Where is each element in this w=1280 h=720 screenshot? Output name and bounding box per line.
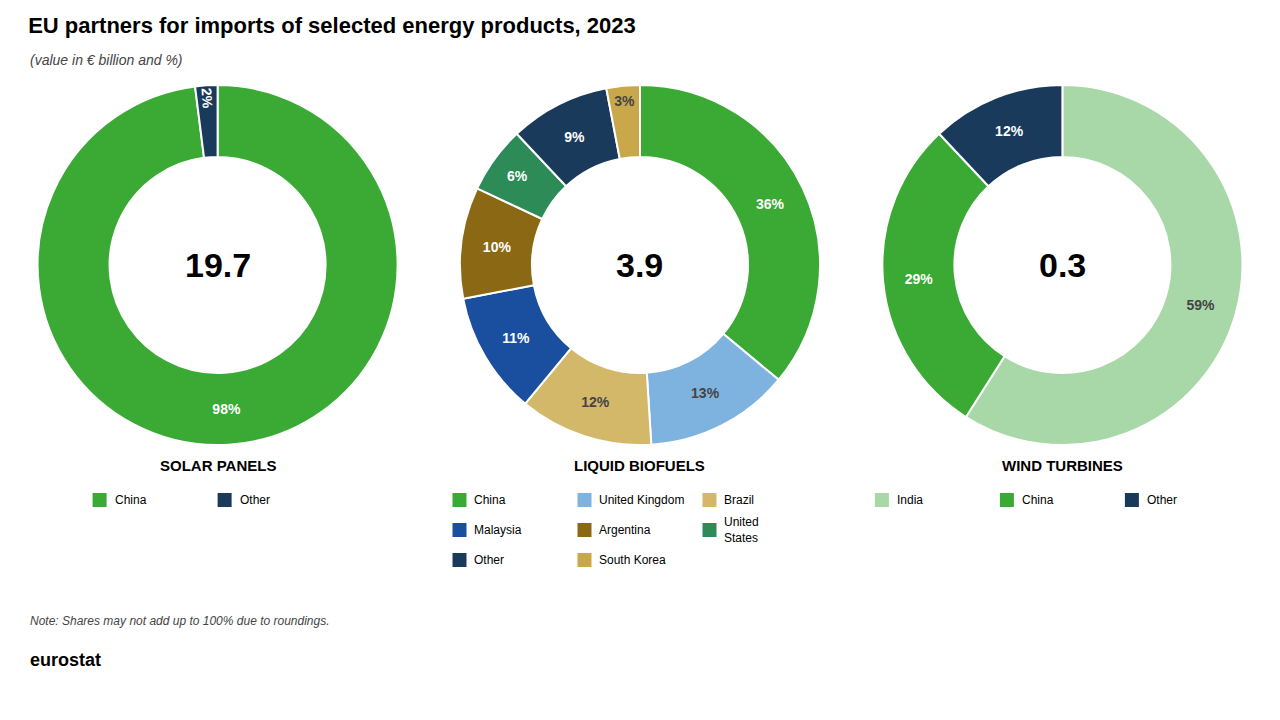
svg-text:Other: Other (240, 493, 270, 507)
svg-text:29%: 29% (905, 271, 934, 287)
svg-text:12%: 12% (995, 123, 1024, 139)
svg-text:3.9: 3.9 (616, 246, 663, 284)
svg-text:Malaysia: Malaysia (474, 523, 522, 537)
svg-text:13%: 13% (691, 385, 720, 401)
svg-text:0.3: 0.3 (1039, 246, 1086, 284)
svg-text:11%: 11% (502, 330, 530, 346)
svg-text:19.7: 19.7 (185, 246, 251, 284)
svg-text:EU partners for imports of sel: EU partners for imports of selected ener… (28, 13, 636, 38)
svg-text:eurostat: eurostat (30, 650, 101, 670)
svg-text:Note: Shares may not add up to: Note: Shares may not add up to 100% due … (30, 614, 330, 628)
svg-text:China: China (115, 493, 147, 507)
svg-text:12%: 12% (581, 394, 610, 410)
svg-text:(value in € billion and %): (value in € billion and %) (30, 52, 183, 68)
svg-text:36%: 36% (756, 196, 785, 212)
svg-text:Other: Other (1147, 493, 1177, 507)
svg-text:9%: 9% (564, 129, 585, 145)
svg-text:98%: 98% (212, 401, 241, 417)
svg-text:59%: 59% (1186, 297, 1215, 313)
svg-text:South Korea: South Korea (599, 553, 666, 567)
svg-text:SOLAR PANELS: SOLAR PANELS (160, 457, 276, 474)
svg-text:LIQUID BIOFUELS: LIQUID BIOFUELS (574, 457, 705, 474)
svg-text:China: China (474, 493, 506, 507)
svg-text:10%: 10% (483, 239, 512, 255)
svg-text:3%: 3% (614, 93, 635, 109)
svg-text:India: India (897, 493, 923, 507)
svg-text:United Kingdom: United Kingdom (599, 493, 684, 507)
svg-text:UnitedStates: UnitedStates (724, 515, 759, 545)
svg-text:Other: Other (474, 553, 504, 567)
svg-text:2%: 2% (198, 87, 215, 109)
svg-text:China: China (1022, 493, 1054, 507)
svg-text:WIND TURBINES: WIND TURBINES (1002, 457, 1123, 474)
svg-text:6%: 6% (507, 168, 528, 184)
svg-text:Brazil: Brazil (724, 493, 754, 507)
svg-text:Argentina: Argentina (599, 523, 651, 537)
